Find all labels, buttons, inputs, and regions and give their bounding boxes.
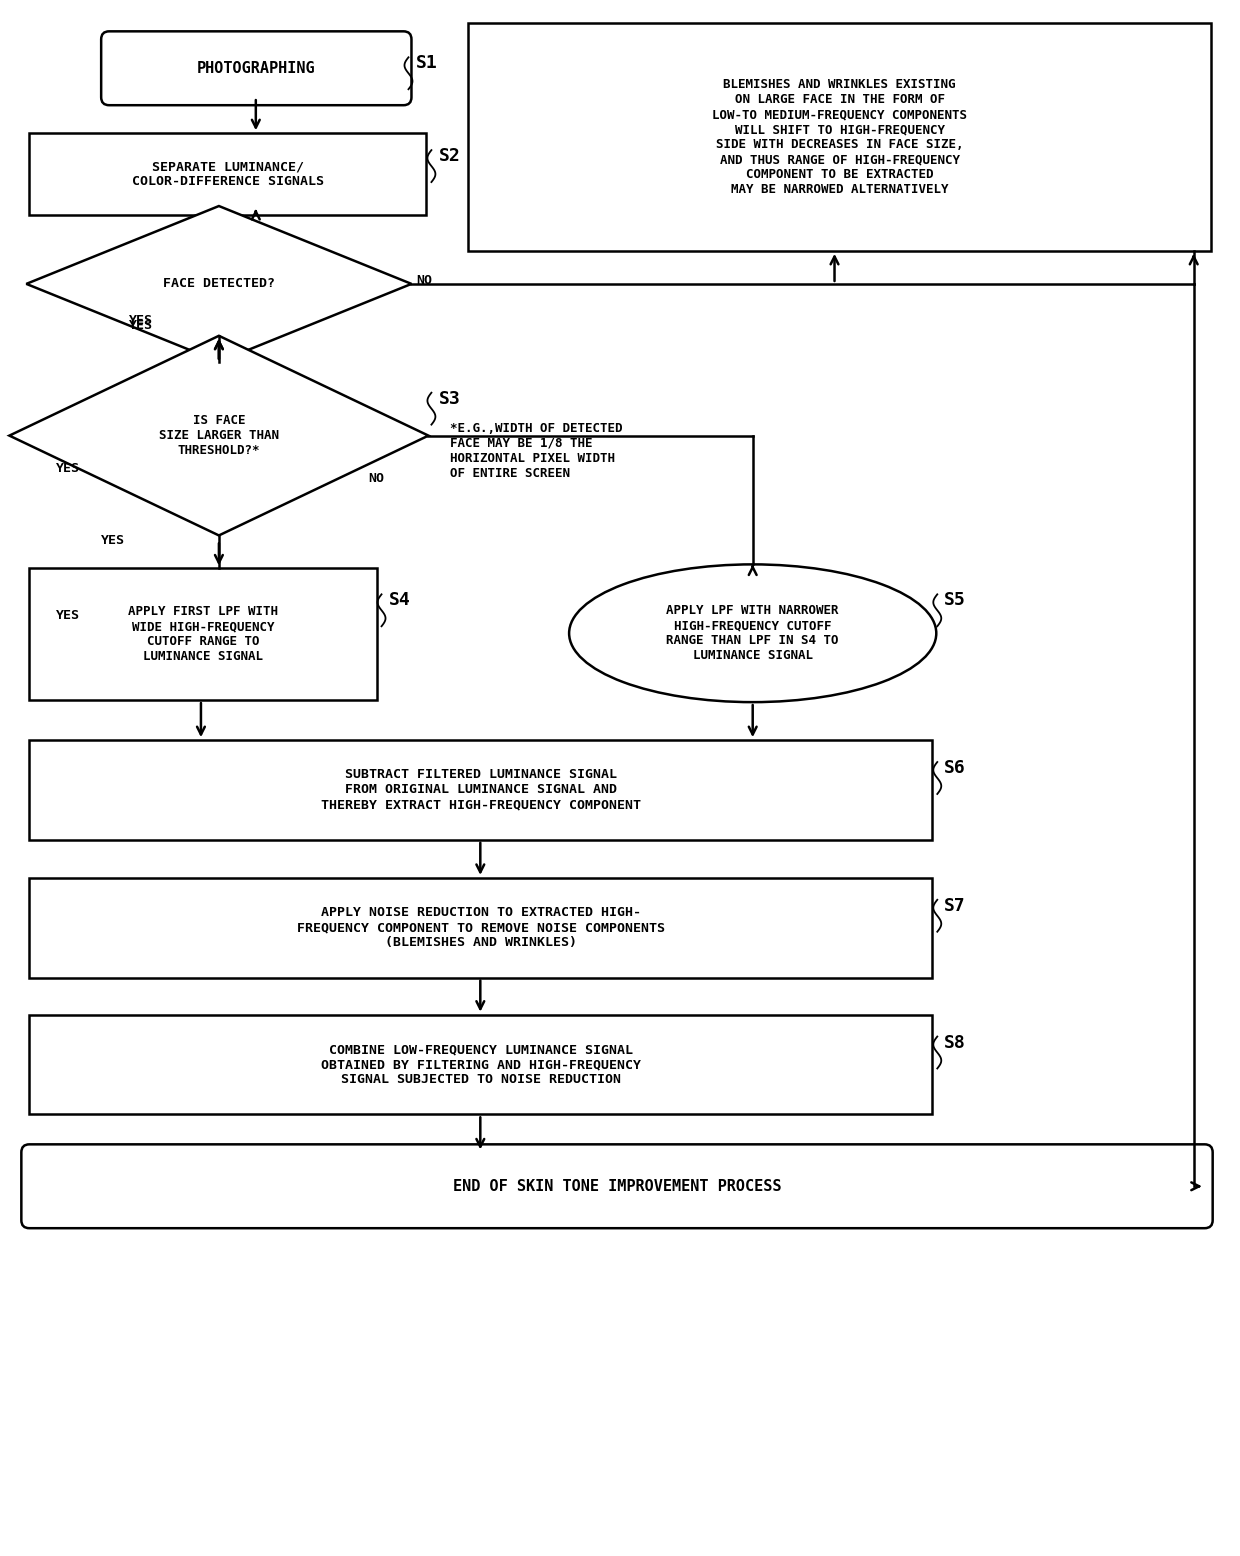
Bar: [30, 878, 932, 977]
Bar: [30, 1015, 932, 1114]
Text: APPLY LPF WITH NARROWER
HIGH-FREQUENCY CUTOFF
RANGE THAN LPF IN S4 TO
LUMINANCE : APPLY LPF WITH NARROWER HIGH-FREQUENCY C…: [666, 604, 839, 663]
Ellipse shape: [569, 565, 936, 702]
Text: END OF SKIN TONE IMPROVEMENT PROCESS: END OF SKIN TONE IMPROVEMENT PROCESS: [453, 1179, 781, 1193]
Text: S2: S2: [439, 148, 460, 165]
Text: APPLY NOISE REDUCTION TO EXTRACTED HIGH-
FREQUENCY COMPONENT TO REMOVE NOISE COM: APPLY NOISE REDUCTION TO EXTRACTED HIGH-…: [296, 906, 665, 949]
Text: S5: S5: [945, 591, 966, 610]
Text: SUBTRACT FILTERED LUMINANCE SIGNAL
FROM ORIGINAL LUMINANCE SIGNAL AND
THEREBY EX: SUBTRACT FILTERED LUMINANCE SIGNAL FROM …: [321, 769, 641, 812]
Text: APPLY FIRST LPF WITH
WIDE HIGH-FREQUENCY
CUTOFF RANGE TO
LUMINANCE SIGNAL: APPLY FIRST LPF WITH WIDE HIGH-FREQUENCY…: [128, 605, 278, 663]
Text: YES: YES: [56, 608, 81, 622]
Text: BLEMISHES AND WRINKLES EXISTING
ON LARGE FACE IN THE FORM OF
LOW-TO MEDIUM-FREQU: BLEMISHES AND WRINKLES EXISTING ON LARGE…: [712, 78, 967, 196]
Text: NO: NO: [417, 274, 433, 288]
FancyBboxPatch shape: [21, 1144, 1213, 1228]
FancyBboxPatch shape: [102, 31, 412, 106]
Text: FACE DETECTED?: FACE DETECTED?: [162, 277, 275, 291]
Text: *E.G.,WIDTH OF DETECTED
FACE MAY BE 1/8 THE
HORIZONTAL PIXEL WIDTH
OF ENTIRE SCR: *E.G.,WIDTH OF DETECTED FACE MAY BE 1/8 …: [450, 422, 622, 479]
Text: S1: S1: [415, 54, 438, 72]
Text: COMBINE LOW-FREQUENCY LUMINANCE SIGNAL
OBTAINED BY FILTERING AND HIGH-FREQUENCY
: COMBINE LOW-FREQUENCY LUMINANCE SIGNAL O…: [321, 1043, 641, 1086]
Text: PHOTOGRAPHING: PHOTOGRAPHING: [197, 61, 316, 76]
Text: S6: S6: [945, 759, 966, 776]
Text: IS FACE
SIZE LARGER THAN
THRESHOLD?*: IS FACE SIZE LARGER THAN THRESHOLD?*: [159, 414, 279, 457]
Text: YES: YES: [129, 314, 153, 327]
Text: S7: S7: [945, 896, 966, 915]
Text: S3: S3: [439, 389, 460, 408]
Bar: [469, 23, 1210, 251]
Text: NO: NO: [368, 471, 384, 485]
Text: YES: YES: [102, 534, 125, 546]
Bar: [30, 134, 427, 215]
Text: YES: YES: [129, 319, 153, 333]
Bar: [30, 568, 377, 700]
Text: SEPARATE LUMINANCE/
COLOR-DIFFERENCE SIGNALS: SEPARATE LUMINANCE/ COLOR-DIFFERENCE SIG…: [131, 160, 324, 188]
Polygon shape: [10, 336, 429, 535]
Text: S8: S8: [945, 1033, 966, 1052]
Text: YES: YES: [56, 462, 81, 475]
Text: S4: S4: [388, 591, 410, 610]
Polygon shape: [26, 205, 412, 361]
Bar: [30, 741, 932, 840]
